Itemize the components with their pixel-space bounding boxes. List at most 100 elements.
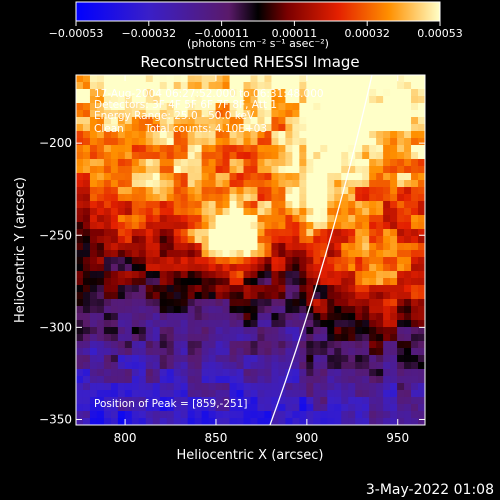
heatmap-cell	[250, 159, 259, 167]
heatmap-cell	[215, 222, 224, 230]
heatmap-cell	[383, 271, 391, 279]
heatmap-cell	[145, 334, 154, 342]
heatmap-cell	[306, 187, 314, 195]
heatmap-cell	[215, 201, 224, 209]
heatmap-cell	[418, 152, 425, 160]
heatmap-cell	[369, 194, 377, 202]
heatmap-cell	[369, 75, 377, 83]
heatmap-cell	[222, 348, 231, 356]
heatmap-cell	[131, 334, 140, 342]
heatmap-cell	[201, 348, 210, 356]
heatmap-cell	[257, 327, 266, 335]
heatmap-cell	[229, 418, 238, 425]
heatmap-cell	[306, 341, 314, 349]
heatmap-cell	[103, 124, 112, 132]
heatmap-cell	[369, 383, 377, 391]
heatmap-cell	[418, 103, 425, 111]
heatmap-cell	[110, 152, 119, 160]
heatmap-cell	[215, 208, 224, 216]
heatmap-cell	[411, 285, 419, 293]
heatmap-cell	[383, 418, 391, 425]
heatmap-cell	[313, 173, 321, 181]
heatmap-cell	[89, 313, 98, 321]
heatmap-cell	[348, 327, 356, 335]
heatmap-cell	[418, 117, 425, 125]
heatmap-cell	[299, 82, 307, 90]
heatmap-cell	[327, 89, 335, 97]
heatmap-cell	[201, 271, 210, 279]
heatmap-cell	[152, 348, 161, 356]
heatmap-cell	[369, 166, 377, 174]
heatmap-cell	[117, 124, 126, 132]
heatmap-cell	[383, 306, 391, 314]
heatmap-cell	[264, 180, 273, 188]
heatmap-cell	[117, 131, 126, 139]
heatmap-cell	[222, 75, 231, 83]
heatmap-cell	[271, 152, 280, 160]
heatmap-cell	[96, 313, 105, 321]
heatmap-cell	[369, 229, 377, 237]
heatmap-cell	[313, 96, 321, 104]
heatmap-cell	[250, 327, 259, 335]
heatmap-cell	[348, 82, 356, 90]
heatmap-cell	[348, 243, 356, 251]
heatmap-cell	[299, 103, 307, 111]
heatmap-cell	[76, 145, 84, 153]
heatmap-cell	[292, 320, 300, 328]
heatmap-cell	[383, 138, 391, 146]
heatmap-cell	[369, 264, 377, 272]
heatmap-cell	[355, 159, 363, 167]
heatmap-cell	[96, 278, 105, 286]
heatmap-cell	[159, 341, 168, 349]
heatmap-cell	[187, 180, 196, 188]
heatmap-cell	[159, 292, 168, 300]
heatmap-cell	[96, 327, 105, 335]
heatmap-cell	[334, 383, 342, 391]
heatmap-cell	[348, 376, 356, 384]
heatmap-cell	[285, 166, 293, 174]
heatmap-cell	[418, 194, 425, 202]
heatmap-cell	[159, 208, 168, 216]
heatmap-cell	[376, 278, 384, 286]
heatmap-cell	[222, 257, 231, 265]
heatmap-cell	[348, 229, 356, 237]
heatmap-cell	[152, 341, 161, 349]
heatmap-cell	[278, 215, 286, 223]
heatmap-cell	[292, 166, 300, 174]
heatmap-cell	[362, 222, 370, 230]
heatmap-cell	[208, 362, 217, 370]
heatmap-cell	[208, 166, 217, 174]
heatmap-cell	[278, 362, 286, 370]
heatmap-cell	[334, 397, 342, 405]
heatmap-cell	[124, 264, 133, 272]
heatmap-cell	[117, 355, 126, 363]
heatmap-cell	[82, 229, 91, 237]
heatmap-cell	[327, 82, 335, 90]
heatmap-cell	[201, 250, 210, 258]
heatmap-cell	[404, 75, 412, 83]
heatmap-cell	[201, 306, 210, 314]
heatmap-cell	[278, 369, 286, 377]
heatmap-cell	[117, 243, 126, 251]
heatmap-cell	[89, 299, 98, 307]
heatmap-cell	[215, 264, 224, 272]
heatmap-cell	[278, 229, 286, 237]
heatmap-cell	[404, 131, 412, 139]
heatmap-cell	[334, 404, 342, 412]
heatmap-cell	[292, 75, 300, 83]
heatmap-cell	[362, 229, 370, 237]
heatmap-cell	[362, 110, 370, 118]
heatmap-cell	[131, 96, 140, 104]
heatmap-cell	[208, 313, 217, 321]
heatmap-cell	[390, 117, 398, 125]
heatmap-cell	[278, 278, 286, 286]
heatmap-cell	[222, 320, 231, 328]
heatmap-cell	[257, 145, 266, 153]
heatmap-cell	[278, 117, 286, 125]
heatmap-cell	[362, 75, 370, 83]
heatmap-cell	[208, 180, 217, 188]
heatmap-cell	[222, 250, 231, 258]
heatmap-cell	[264, 334, 273, 342]
heatmap-cell	[418, 215, 425, 223]
